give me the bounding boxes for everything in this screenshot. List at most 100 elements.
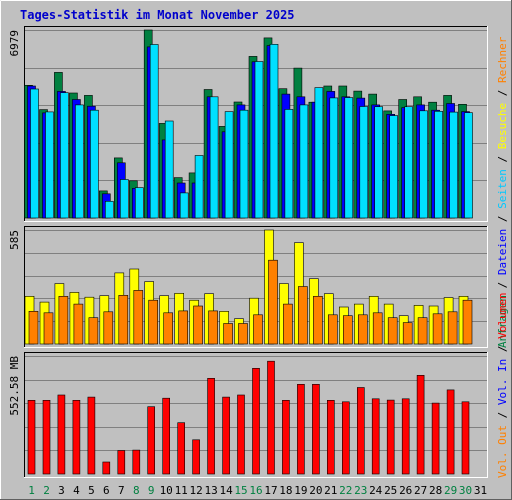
bar-seiten-day-2	[45, 111, 54, 219]
bar-seiten-day-21	[329, 97, 339, 219]
x-tick-label-day-16: 16	[249, 484, 262, 497]
bar-volumen-day-26	[401, 398, 410, 475]
panel-volume-ymax-label: 552.58 MB	[8, 356, 21, 416]
bar-seiten-day-3	[60, 92, 69, 219]
x-tick-label-day-27: 27	[414, 484, 427, 497]
bar-volumen-day-6	[102, 461, 111, 475]
bar-rechner-day-18	[283, 303, 293, 345]
legend-volumen: Volumen	[496, 293, 509, 339]
bar-seiten-day-17	[269, 43, 279, 219]
bar-seiten-day-12	[194, 155, 204, 219]
bar-rechner-day-25	[387, 317, 398, 345]
bar-rechner-day-16	[253, 314, 263, 345]
bar-volumen-day-21	[326, 399, 335, 475]
bar-rechner-day-1	[28, 310, 39, 345]
bar-volumen-day-8	[132, 449, 141, 475]
x-tick-label-day-13: 13	[204, 484, 217, 497]
panel-hits: 6979	[8, 26, 488, 222]
bar-seiten-day-8	[135, 187, 144, 219]
x-axis-day-labels: 1 2 3 4 5 6 7 8 9 10 11 12 13 14 15 16 17 18 19 20 21 22 23 24 2…	[28, 484, 487, 497]
bar-rechner-day-14	[223, 323, 233, 345]
legend-vol_out: Vol. Out	[496, 425, 509, 478]
x-tick-label-day-7: 7	[118, 484, 125, 497]
x-tick-label-day-25: 25	[384, 484, 397, 497]
legend-dateien: Dateien	[496, 229, 509, 275]
bar-seiten-day-15	[239, 109, 249, 219]
bar-volumen-day-5	[87, 396, 96, 475]
x-tick-label-day-12: 12	[189, 484, 202, 497]
legend-separator: /	[496, 149, 509, 169]
bar-volumen-day-25	[386, 399, 395, 475]
x-tick-label-day-11: 11	[175, 484, 188, 497]
bar-rechner-day-22	[342, 315, 353, 345]
legend-separator: /	[496, 275, 509, 295]
legend-rechner: Rechner	[496, 36, 509, 83]
legend-top: Anfragen / Dateien / Seiten / Besuche / …	[496, 36, 509, 348]
legend-besuche: Besuche	[496, 103, 509, 149]
x-tick-label-day-4: 4	[73, 484, 80, 497]
bar-seiten-day-10	[164, 120, 174, 219]
panel-visits-ymax-label: 585	[8, 230, 21, 250]
bar-seiten-day-26	[404, 106, 414, 219]
bar-volumen-day-13	[207, 377, 215, 475]
bar-seiten-day-9	[149, 44, 159, 219]
bar-rechner-day-20	[313, 295, 323, 345]
bar-rechner-day-5	[88, 317, 99, 345]
legend-seiten: Seiten	[496, 169, 509, 209]
legend-separator: /	[496, 339, 509, 359]
bar-rechner-day-11	[178, 310, 188, 345]
bar-seiten-day-22	[344, 97, 354, 219]
chart-legend: Anfragen / Dateien / Seiten / Besuche / …	[496, 36, 509, 478]
bar-volumen-day-24	[371, 398, 380, 475]
bar-seiten-day-13	[209, 96, 219, 219]
bar-rechner-day-10	[163, 312, 173, 345]
x-tick-label-day-31: 31	[474, 484, 487, 497]
legend-separator: /	[496, 209, 509, 229]
bar-seiten-day-28	[434, 111, 443, 219]
bar-volumen-day-20	[312, 383, 320, 475]
bar-volumen-day-28	[431, 402, 440, 475]
panel-hits-ymax-label: 6979	[8, 30, 21, 57]
x-tick-label-day-1: 1	[28, 484, 35, 497]
bar-volumen-day-11	[177, 422, 185, 475]
x-tick-label-day-2: 2	[43, 484, 50, 497]
bar-rechner-day-21	[327, 314, 338, 345]
x-tick-label-day-15: 15	[234, 484, 247, 497]
bar-seiten-day-19	[299, 104, 309, 219]
x-tick-label-day-10: 10	[160, 484, 173, 497]
bar-rechner-day-26	[402, 322, 413, 345]
bar-volumen-day-29	[446, 389, 455, 475]
bar-seiten-day-20	[314, 87, 324, 219]
bar-rechner-day-7	[118, 294, 129, 345]
x-tick-label-day-28: 28	[429, 484, 442, 497]
bar-seiten-day-24	[374, 106, 384, 219]
bar-rechner-day-27	[417, 317, 428, 345]
bar-seiten-day-27	[419, 110, 428, 219]
bar-seiten-day-29	[449, 111, 458, 219]
bar-rechner-day-23	[357, 314, 368, 345]
legend-vol_in: Vol. In	[496, 359, 509, 405]
bar-rechner-day-3	[58, 295, 69, 345]
bar-rechner-day-12	[193, 305, 203, 345]
bar-volumen-day-4	[72, 399, 81, 475]
x-tick-label-day-23: 23	[354, 484, 367, 497]
x-tick-label-day-22: 22	[339, 484, 352, 497]
bar-seiten-day-16	[254, 61, 264, 219]
x-tick-label-day-19: 19	[294, 484, 307, 497]
bar-volumen-day-19	[297, 383, 305, 475]
panel-volume: 552.58 MB	[8, 352, 488, 478]
x-tick-label-day-18: 18	[279, 484, 292, 497]
x-tick-label-day-17: 17	[264, 484, 277, 497]
bar-rechner-day-30	[462, 299, 473, 345]
x-tick-label-day-14: 14	[219, 484, 233, 497]
bar-volumen-day-12	[192, 439, 200, 475]
legend-bottom: Vol. Out / Vol. In / Volumen	[496, 293, 509, 478]
bar-volumen-day-27	[416, 374, 425, 475]
bar-rechner-day-19	[298, 286, 308, 345]
chart-panels: 6979 585 552.58 MB	[8, 26, 488, 478]
bar-volumen-day-17	[267, 360, 275, 475]
bar-seiten-day-4	[75, 104, 84, 219]
bar-rechner-day-2	[43, 312, 54, 345]
bar-seiten-day-30	[464, 112, 473, 219]
x-tick-label-day-30: 30	[459, 484, 472, 497]
